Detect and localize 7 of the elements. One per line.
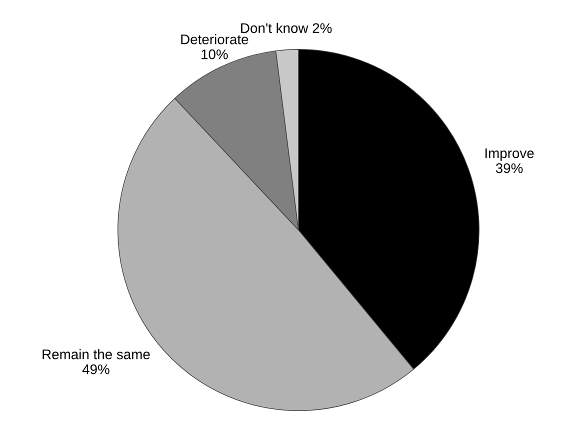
slice-label: Remain the same (42, 349, 150, 360)
data-label: 39% (496, 163, 523, 174)
data-label: 49% (82, 364, 110, 374)
slice-label: Don't know 2% (241, 22, 332, 34)
data-label: 10% (202, 49, 228, 60)
slice-label: Deteriorate (181, 34, 248, 44)
slice-label: Improve (485, 148, 534, 161)
